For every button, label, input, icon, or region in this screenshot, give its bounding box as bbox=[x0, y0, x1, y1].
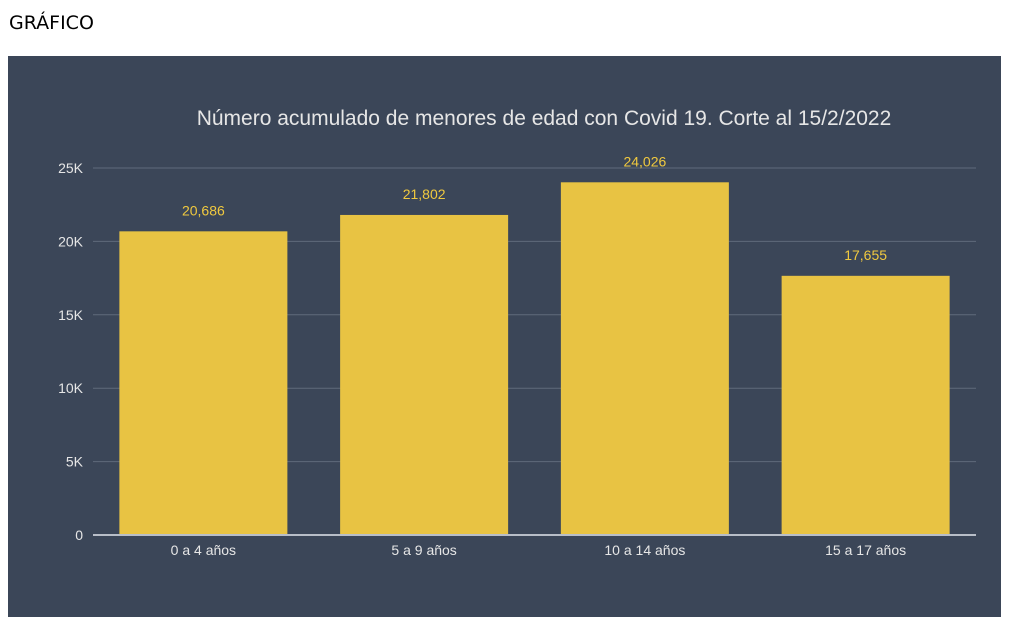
bar bbox=[560, 182, 729, 535]
y-tick-label: 10K bbox=[58, 380, 84, 396]
y-tick-label: 20K bbox=[58, 233, 84, 249]
x-tick-label: 10 a 14 años bbox=[604, 542, 685, 558]
x-tick-label: 5 a 9 años bbox=[391, 542, 456, 558]
bar-chart: Número acumulado de menores de edad con … bbox=[58, 107, 976, 558]
data-label: 21,802 bbox=[403, 186, 446, 202]
y-tick-label: 15K bbox=[58, 307, 84, 323]
y-tick-label: 0 bbox=[75, 527, 83, 543]
chart-title: Número acumulado de menores de edad con … bbox=[197, 107, 892, 130]
chart-panel: Número acumulado de menores de edad con … bbox=[8, 56, 1001, 617]
y-axis-tick-labels: 0 5K 10K 15K 20K 25K bbox=[58, 160, 84, 543]
data-label: 20,686 bbox=[182, 202, 225, 218]
x-axis-tick-labels: 0 a 4 años 5 a 9 años 10 a 14 años 15 a 17 … bbox=[171, 542, 906, 558]
page-heading: GRÁFICO bbox=[9, 12, 94, 34]
bar bbox=[781, 275, 950, 535]
data-label: 24,026 bbox=[623, 153, 666, 169]
bar bbox=[119, 231, 288, 535]
bar bbox=[340, 214, 509, 535]
y-tick-label: 5K bbox=[66, 454, 84, 470]
bars bbox=[119, 182, 950, 535]
data-label: 17,655 bbox=[844, 247, 887, 263]
x-tick-label: 15 a 17 años bbox=[825, 542, 906, 558]
data-labels: 20,686 21,802 24,026 17,655 bbox=[182, 153, 887, 263]
x-tick-label: 0 a 4 años bbox=[171, 542, 236, 558]
y-tick-label: 25K bbox=[58, 160, 84, 176]
